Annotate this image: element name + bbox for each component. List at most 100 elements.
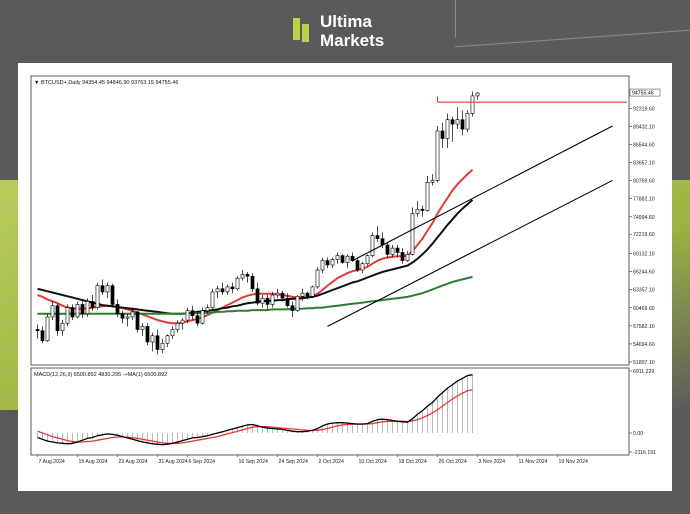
candle-up [215,288,220,293]
macd-y-tick-label: 6911.229 [633,369,654,375]
y-tick-label: 60469.60 [633,306,655,312]
candle-up [270,294,275,305]
candle-up [445,119,450,139]
candle-up [65,307,70,324]
macd-line [37,374,473,446]
candle-up [95,285,100,308]
candle-down [220,288,225,293]
x-tick-label: 6 Sep 2024 [189,459,216,465]
candle-up [175,322,180,330]
candle-down [280,292,285,299]
candle-down [100,285,105,293]
candle-down [115,304,120,315]
candle-down [245,274,250,277]
candle-up [260,297,265,304]
y-tick-label: 66244.60 [633,270,655,276]
candle-up [45,316,50,342]
candle-up [185,310,190,321]
candle-up [475,92,480,97]
candle-down [80,304,85,315]
price-panel-frame [30,75,630,366]
candle-up [330,259,335,266]
moving-average-line-3 [37,275,473,315]
candle-down [350,255,355,261]
x-tick-label: 2 Oct 2024 [319,459,344,465]
candle-up [345,255,350,263]
candle-up [425,182,430,211]
x-tick-label: 18 Oct 2024 [399,459,427,465]
candle-up [300,292,305,297]
candle-down [395,247,400,253]
decorative-frame-line [455,0,457,38]
candle-up [455,119,460,125]
candle-up [125,316,130,319]
brand-logo: Ultima Markets [292,12,412,52]
macd-y-tick-label: -2116.191 [633,450,656,456]
candle-up [170,329,175,337]
candle-up [310,286,315,297]
candle-up [105,285,110,293]
x-tick-label: 7 Aug 2024 [39,459,65,465]
candle-up [320,260,325,271]
candle-down [375,235,380,239]
candle-down [40,330,45,342]
candle-down [230,286,235,290]
moving-average-line-2 [37,199,474,315]
candle-up [140,326,145,330]
x-tick-label: 31 Aug 2024 [159,459,188,465]
candle-down [110,285,115,305]
candle-up [60,322,65,332]
candle-down [70,307,75,318]
x-tick-label: 11 Nov 2024 [519,459,548,465]
chart-card: 92319.60 89432.10 86544.60 83657.10 80769.60… [18,63,672,491]
candle-up [240,274,245,279]
candle-up [200,310,205,324]
macd-panel: 6911.229 0.00 -2116.191 MACD(12,26,9) 6500.… [30,367,656,456]
candle-down [450,119,455,125]
candle-down [460,119,465,130]
symbol-header: ▼ BTCUSD+,Daily 94354.45 94846.90 93763.… [34,80,178,86]
y-tick-label: 86544.60 [633,142,655,148]
candle-up [85,301,90,315]
decorative-frame-line [455,29,690,49]
candle-up [130,311,135,318]
btc-chart: 92319.60 89432.10 86544.60 83657.10 80769.60… [30,75,661,465]
candle-down [400,252,405,261]
candle-up [415,208,420,214]
candle-down [250,275,255,290]
candle-up [365,255,370,265]
candle-up [210,291,215,308]
candle-down [35,329,40,332]
candle-down [305,292,310,297]
y-tick-label: 51807.10 [633,360,655,366]
candle-down [90,301,95,308]
y-tick-label: 92319.60 [633,106,655,112]
candle-up [235,277,240,290]
x-tick-label: 15 Aug 2024 [79,459,108,465]
candle-up [315,269,320,288]
candle-up [360,263,365,271]
x-tick-label: 26 Oct 2024 [439,459,467,465]
y-tick-label: 57582.10 [633,324,655,330]
candle-up [410,213,415,255]
candle-down [420,208,425,211]
macd-panel-frame [30,367,630,456]
candle-up [165,335,170,344]
macd-label: MACD(12,26,9) 6500.892 4830.295 ->MA(1) … [34,372,167,378]
candle-down [255,288,260,304]
candle-up [295,295,300,311]
candle-up [465,113,470,130]
brand-name: Ultima Markets [320,12,384,50]
trend-channel-line-1 [327,179,613,327]
x-tick-label: 19 Nov 2024 [559,459,589,465]
candle-down [440,130,445,139]
x-tick-label: 3 Nov 2024 [479,459,506,465]
trend-channel-line-2 [352,125,613,262]
y-tick-label: 80769.60 [633,179,655,185]
candle-down [190,310,195,317]
candle-up [470,95,475,114]
candle-down [355,260,360,271]
candle-up [205,307,210,311]
x-tick-label: 10 Oct 2024 [359,459,387,465]
macd-y-tick-label: 0.00 [633,431,643,437]
